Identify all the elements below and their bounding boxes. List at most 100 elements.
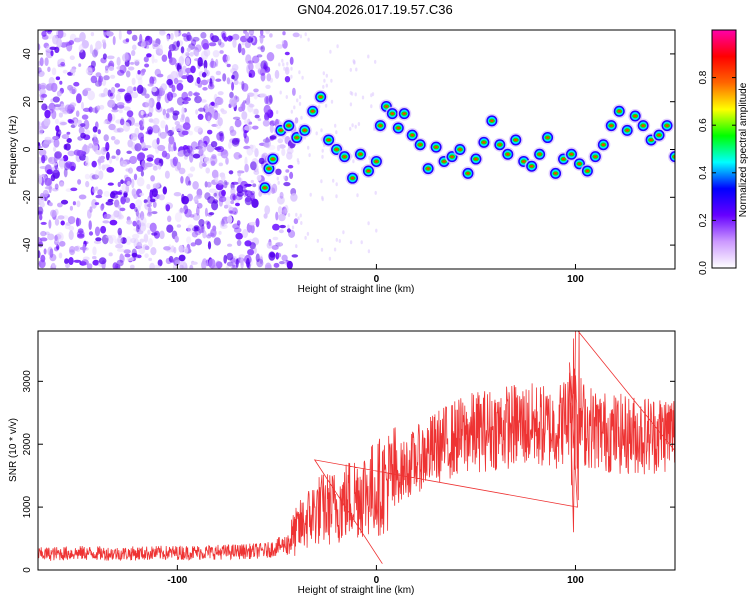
noise-blob (201, 38, 209, 49)
noise-blob (63, 168, 68, 178)
noise-blob (39, 57, 44, 67)
noise-blob (292, 87, 296, 96)
noise-blob (240, 259, 244, 269)
trace-core (442, 160, 446, 163)
trace-core (593, 155, 597, 158)
noise-blob (151, 232, 158, 236)
noise-blob (320, 128, 323, 133)
trace-core (530, 165, 534, 168)
noise-blob (152, 166, 158, 171)
noise-blob (296, 158, 300, 163)
noise-blob (209, 60, 217, 69)
noise-blob (352, 159, 355, 164)
noise-blob (116, 65, 125, 70)
noise-blob (119, 207, 126, 212)
noise-blob (177, 151, 185, 157)
noise-blob (106, 55, 115, 60)
noise-blob (73, 81, 80, 87)
noise-blob (140, 110, 144, 116)
noise-blob (208, 42, 217, 47)
noise-blob (55, 76, 61, 81)
noise-blob (226, 252, 234, 261)
noise-blob (355, 67, 358, 72)
noise-blob (241, 101, 246, 112)
noise-blob (295, 212, 298, 217)
noise-blob (199, 142, 207, 153)
noise-blob (304, 32, 307, 37)
noise-blob (106, 31, 114, 37)
noise-blob (282, 31, 286, 36)
trace-point (540, 130, 555, 145)
noise-blob (294, 117, 299, 124)
noise-blob (144, 93, 150, 99)
noise-blob (46, 169, 53, 175)
noise-blob (291, 254, 299, 258)
noise-blob (38, 145, 43, 149)
noise-blob (146, 203, 152, 208)
noise-blob (143, 199, 148, 204)
noise-blob (260, 45, 266, 53)
trace-core (561, 157, 566, 161)
noise-blob (119, 64, 127, 74)
noise-blob (210, 58, 214, 68)
noise-blob (320, 247, 324, 252)
noise-blob (207, 241, 212, 250)
noise-blob (174, 121, 180, 126)
noise-blob (278, 62, 281, 67)
noise-blob (229, 129, 237, 137)
noise-blob (56, 244, 60, 250)
noise-blob (94, 226, 101, 237)
noise-blob (41, 173, 47, 178)
noise-blob (282, 209, 288, 214)
noise-blob (299, 34, 303, 39)
noise-blob (53, 138, 60, 148)
trace-core (522, 160, 526, 163)
trace-core (366, 169, 371, 173)
noise-blob (241, 111, 248, 120)
noise-blob (135, 215, 140, 225)
noise-blob (49, 248, 54, 258)
noise-blob (70, 187, 78, 192)
noise-blob (194, 49, 200, 57)
noise-blob (131, 252, 138, 258)
noise-blob (247, 249, 255, 256)
trace-point (305, 104, 320, 119)
noise-blob (200, 79, 209, 86)
noise-blob (158, 158, 164, 167)
noise-blob (96, 105, 101, 111)
noise-blob (38, 157, 42, 164)
noise-blob (58, 131, 63, 135)
noise-blob (144, 253, 149, 259)
noise-blob (166, 91, 174, 102)
noise-blob (139, 216, 147, 227)
noise-blob (138, 247, 146, 255)
noise-blob (251, 144, 257, 153)
noise-blob (210, 141, 218, 148)
noise-blob (178, 56, 185, 66)
noise-blob (282, 62, 285, 67)
noise-blob (44, 109, 51, 119)
trace-core (279, 129, 283, 132)
noise-blob (252, 108, 257, 115)
noise-blob (135, 208, 139, 217)
trace-point (321, 132, 336, 147)
noise-blob (194, 95, 202, 104)
noise-blob (330, 99, 334, 104)
noise-blob (181, 75, 189, 80)
noise-blob (263, 142, 270, 148)
noise-blob (231, 81, 235, 91)
noise-blob (193, 92, 200, 96)
noise-blob (153, 58, 158, 63)
noise-blob (206, 221, 211, 230)
trace-point (361, 164, 376, 179)
noise-blob (181, 130, 189, 136)
noise-blob (161, 150, 168, 158)
noise-blob (277, 180, 280, 185)
noise-blob (68, 230, 74, 241)
noise-blob (211, 200, 219, 211)
noise-blob (78, 126, 85, 135)
noise-blob (130, 237, 137, 244)
noise-blob (188, 91, 193, 97)
trace-core (426, 167, 430, 170)
noise-blob (99, 155, 106, 160)
